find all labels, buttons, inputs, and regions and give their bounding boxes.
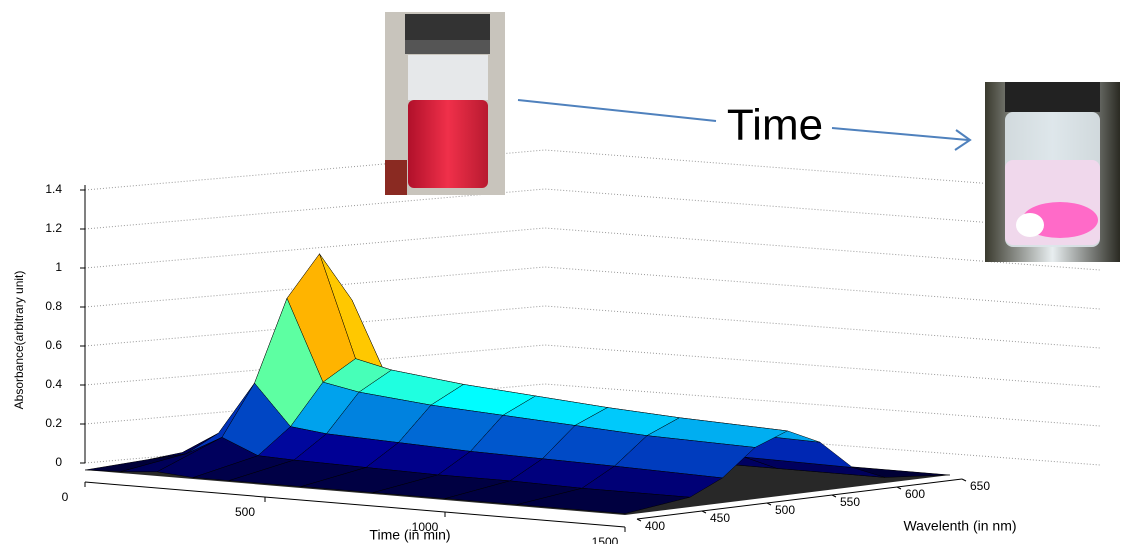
grid-line (84, 227, 1101, 271)
arrow-line (517, 99, 717, 122)
z-tick-label: 0.8 (45, 299, 62, 313)
z-tick-label: 1.4 (45, 182, 62, 196)
photo-red-vial (385, 12, 505, 195)
z-tick-label: 0.6 (45, 338, 62, 352)
grid-line (84, 188, 1101, 232)
x-axis (84, 481, 626, 528)
z-tick-label: 1.2 (45, 221, 62, 235)
arrow (831, 127, 972, 151)
grid-line (84, 305, 1101, 349)
z-tick-label: 0.2 (45, 416, 62, 430)
y-tick-label: 650 (970, 479, 990, 493)
z-tick-label: 0 (55, 455, 62, 469)
y-tick (636, 518, 642, 522)
y-tick-label: 500 (775, 503, 795, 517)
annotation: Time (727, 101, 823, 150)
x-tick-label: 500 (235, 505, 255, 519)
z-tick-label: 0.4 (45, 377, 62, 391)
y-tick (831, 494, 837, 498)
y-tick (896, 486, 902, 490)
photo-pink-vial (985, 82, 1120, 262)
surface (84, 253, 951, 515)
y-tick (701, 510, 707, 514)
z-axis-label: Absorbance(arbitrary unit) (12, 271, 26, 410)
y-tick-label: 400 (645, 519, 665, 533)
grid-line (84, 344, 1101, 388)
x-tick-label: 1000 (412, 520, 439, 534)
y-tick (766, 502, 772, 506)
y-axis-label: Wavelenth (in nm) (903, 518, 1016, 534)
x-axis-label: Time (in min) (369, 527, 450, 543)
x-tick-label: 1500 (592, 535, 619, 544)
y-axis (636, 478, 963, 520)
y-tick-label: 550 (840, 495, 860, 509)
y-tick-label: 450 (710, 511, 730, 525)
z-tick-label: 1 (55, 260, 62, 274)
surface-patch (516, 487, 691, 514)
y-tick-label: 600 (905, 487, 925, 501)
x-tick-label: 0 (62, 490, 69, 504)
grid-line (84, 149, 1101, 193)
grid-line (84, 266, 1101, 310)
y-tick (961, 478, 967, 482)
